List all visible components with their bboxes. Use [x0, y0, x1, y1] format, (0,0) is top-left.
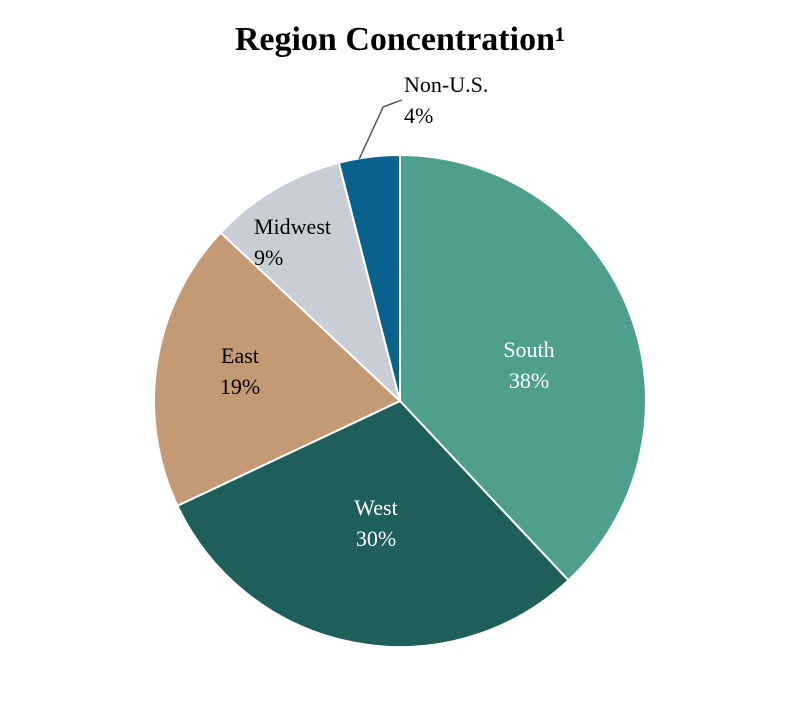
slice-label-midwest: Midwest: [254, 214, 331, 239]
slice-value-east: 19%: [220, 374, 260, 399]
slice-value-midwest: 9%: [254, 245, 283, 270]
pie-slices: [153, 153, 647, 648]
slice-value-west: 30%: [356, 526, 396, 551]
pie-slice-non-u-s: [337, 153, 401, 402]
pie-labels: South 38% West 30% East 19% Midwest 9% Non-U.S. 4…: [220, 72, 555, 551]
slice-label-south: South: [503, 337, 554, 362]
slice-label-east: East: [221, 343, 259, 368]
pie-slice-west: [176, 399, 570, 648]
slice-value-south: 38%: [509, 368, 549, 393]
leader-line-non-us: [358, 99, 403, 160]
slice-label-west: West: [354, 495, 397, 520]
slice-value-non-u-s: 4%: [404, 103, 433, 128]
pie-slice-south: [399, 153, 647, 582]
pie-slice-east: [153, 231, 402, 508]
slice-label-non-u-s: Non-U.S.: [404, 72, 488, 97]
chart-title: Region Concentration¹: [235, 21, 565, 58]
pie-slice-midwest: [219, 161, 402, 405]
